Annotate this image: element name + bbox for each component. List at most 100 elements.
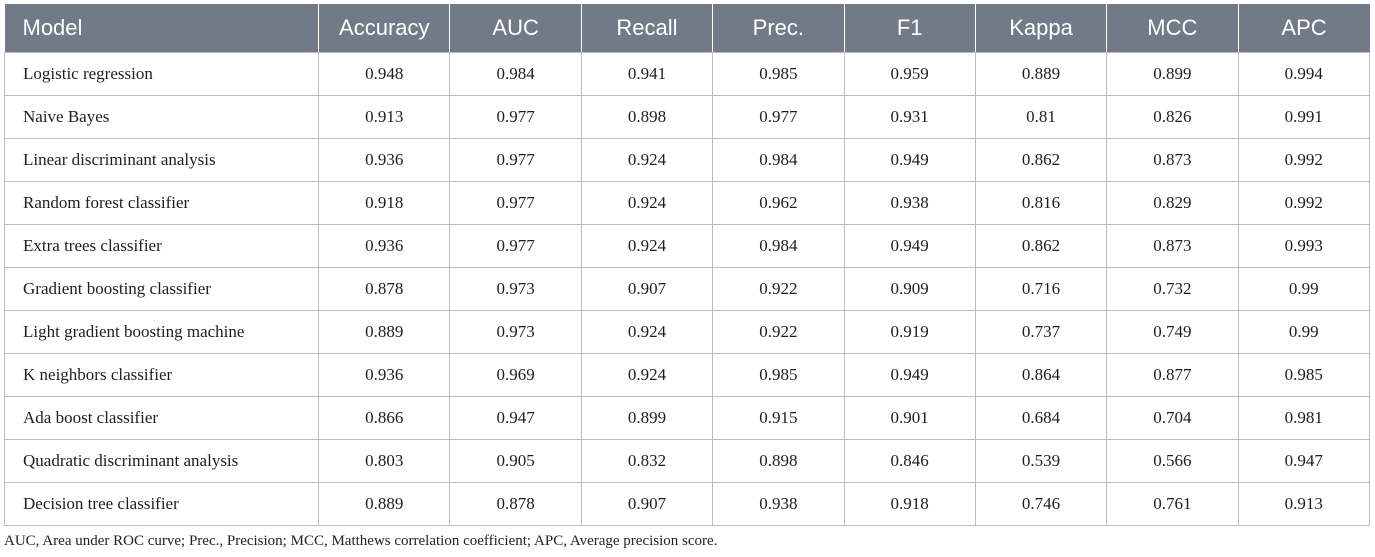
table-body: Logistic regression 0.948 0.984 0.941 0.985 0…	[3, 52, 1371, 526]
metric-cell: 0.984	[449, 52, 582, 96]
table-row: Light gradient boosting machine 0.889 0.97…	[3, 310, 1371, 354]
metric-cell: 0.898	[712, 439, 845, 483]
metric-cell: 0.936	[318, 224, 451, 268]
column-header-auc: AUC	[449, 4, 582, 53]
model-name-cell: Linear discriminant analysis	[3, 138, 320, 182]
metric-cell: 0.716	[974, 267, 1108, 311]
column-header-recall: Recall	[580, 4, 713, 53]
metric-cell: 0.985	[1237, 353, 1371, 397]
metric-cell: 0.947	[1237, 439, 1371, 483]
metric-cell: 0.899	[1106, 52, 1239, 96]
model-name-cell: Ada boost classifier	[3, 396, 320, 440]
metric-cell: 0.749	[1106, 310, 1239, 354]
metric-cell: 0.907	[580, 482, 714, 526]
metric-cell: 0.864	[974, 353, 1108, 397]
metric-cell: 0.913	[1237, 482, 1371, 526]
metric-cell: 0.846	[843, 439, 976, 483]
metric-cell: 0.907	[580, 267, 714, 311]
table-row: Naive Bayes 0.913 0.977 0.898 0.977 0.931 0.81…	[3, 95, 1371, 139]
metric-cell: 0.924	[580, 138, 714, 182]
metric-cell: 0.969	[449, 353, 582, 397]
column-header-prec: Prec.	[712, 4, 844, 53]
model-name-cell: Naive Bayes	[3, 95, 320, 139]
metric-cell: 0.915	[712, 396, 845, 440]
model-name-cell: Logistic regression	[3, 52, 320, 96]
metric-cell: 0.977	[449, 138, 582, 182]
metric-cell: 0.973	[449, 267, 582, 311]
metric-cell: 0.832	[580, 439, 714, 483]
metric-cell: 0.918	[318, 181, 451, 225]
table-row: Random forest classifier 0.918 0.977 0.924 0…	[3, 181, 1371, 225]
metric-cell: 0.873	[1106, 138, 1239, 182]
metric-cell: 0.936	[318, 353, 451, 397]
metric-cell: 0.924	[580, 181, 714, 225]
metric-cell: 0.949	[843, 224, 976, 268]
metric-cell: 0.924	[580, 310, 714, 354]
metric-cell: 0.889	[974, 52, 1108, 96]
metric-cell: 0.899	[580, 396, 714, 440]
model-name-cell: Random forest classifier	[3, 181, 320, 225]
metric-cell: 0.949	[843, 138, 976, 182]
table-row: Ada boost classifier 0.866 0.947 0.899 0.915…	[3, 396, 1371, 440]
model-name-cell: Decision tree classifier	[3, 482, 320, 526]
model-performance-table-container: Model Accuracy AUC Recall Prec. F1 Kappa MCC APC…	[3, 4, 1371, 526]
metric-cell: 0.901	[843, 396, 976, 440]
metric-cell: 0.826	[1106, 95, 1239, 139]
metric-cell: 0.862	[974, 138, 1108, 182]
metric-cell: 0.877	[1106, 353, 1239, 397]
metric-cell: 0.803	[318, 439, 451, 483]
metric-cell: 0.938	[712, 482, 845, 526]
metric-cell: 0.81	[974, 95, 1108, 139]
metric-cell: 0.936	[318, 138, 451, 182]
metric-cell: 0.866	[318, 396, 451, 440]
metric-cell: 0.922	[712, 267, 845, 311]
metric-cell: 0.949	[843, 353, 976, 397]
model-name-cell: K neighbors classifier	[3, 353, 320, 397]
metric-cell: 0.918	[843, 482, 976, 526]
table-row: Linear discriminant analysis 0.936 0.977 0.…	[3, 138, 1371, 182]
metric-cell: 0.922	[712, 310, 845, 354]
metric-cell: 0.919	[843, 310, 976, 354]
metric-cell: 0.985	[712, 52, 845, 96]
metric-cell: 0.889	[318, 310, 451, 354]
metric-cell: 0.732	[1106, 267, 1239, 311]
metric-cell: 0.704	[1106, 396, 1239, 440]
metric-cell: 0.959	[843, 52, 976, 96]
metric-cell: 0.991	[1237, 95, 1371, 139]
column-header-kappa: Kappa	[974, 4, 1107, 53]
metric-cell: 0.977	[449, 181, 582, 225]
metric-cell: 0.829	[1106, 181, 1239, 225]
metric-cell: 0.992	[1237, 181, 1371, 225]
metric-cell: 0.993	[1237, 224, 1371, 268]
metric-cell: 0.862	[974, 224, 1108, 268]
metric-cell: 0.938	[843, 181, 976, 225]
metric-cell: 0.931	[843, 95, 976, 139]
metric-cell: 0.947	[449, 396, 582, 440]
metric-cell: 0.99	[1237, 310, 1371, 354]
metric-cell: 0.994	[1237, 52, 1371, 96]
column-header-f1: F1	[843, 4, 976, 53]
table-row: Logistic regression 0.948 0.984 0.941 0.985 0…	[3, 52, 1371, 96]
column-header-accuracy: Accuracy	[318, 4, 450, 53]
metric-cell: 0.992	[1237, 138, 1371, 182]
model-name-cell: Gradient boosting classifier	[3, 267, 320, 311]
column-header-mcc: MCC	[1106, 4, 1239, 53]
model-name-cell: Light gradient boosting machine	[3, 310, 320, 354]
metric-cell: 0.962	[712, 181, 845, 225]
model-name-cell: Quadratic discriminant analysis	[3, 439, 320, 483]
metric-cell: 0.878	[318, 267, 451, 311]
metric-cell: 0.924	[580, 224, 714, 268]
metric-cell: 0.913	[318, 95, 451, 139]
metric-cell: 0.941	[580, 52, 714, 96]
metric-cell: 0.746	[974, 482, 1108, 526]
metric-cell: 0.898	[580, 95, 714, 139]
table-row: Decision tree classifier 0.889 0.878 0.907 0…	[3, 482, 1371, 526]
metric-cell: 0.889	[318, 482, 451, 526]
metric-cell: 0.737	[974, 310, 1108, 354]
metric-cell: 0.981	[1237, 396, 1371, 440]
metric-cell: 0.973	[449, 310, 582, 354]
table-row: Gradient boosting classifier 0.878 0.973 0.…	[3, 267, 1371, 311]
metric-cell: 0.924	[580, 353, 714, 397]
table-row: K neighbors classifier 0.936 0.969 0.924 0.9…	[3, 353, 1371, 397]
metric-cell: 0.977	[449, 95, 582, 139]
